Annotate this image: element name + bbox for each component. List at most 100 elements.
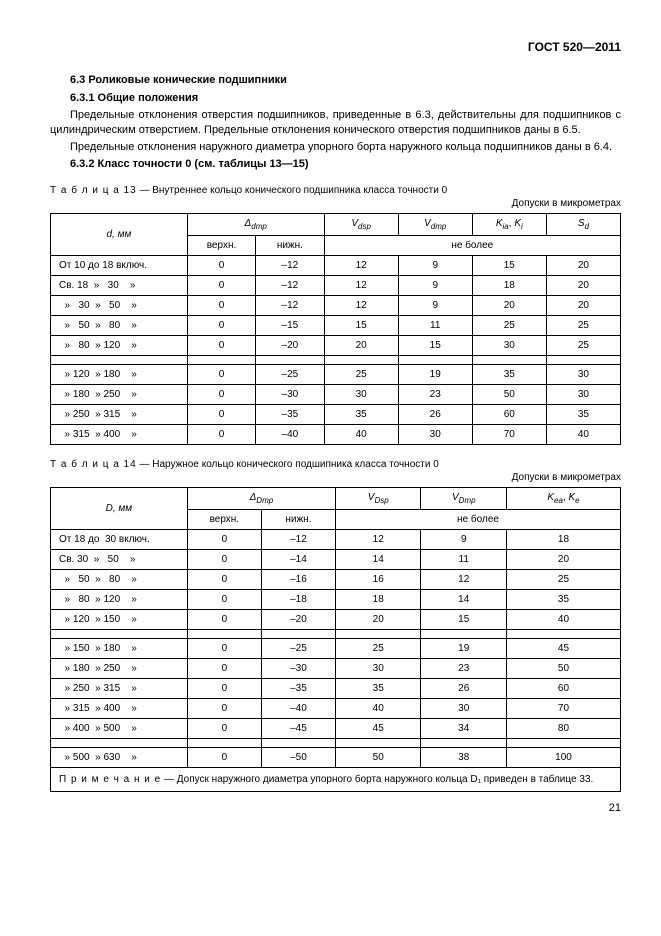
table-row: От 18 до 30 включ.0–1212918 [51,530,621,550]
cell-vdsp: 16 [335,570,421,590]
cell-label: » 50 » 80 » [51,316,188,336]
table-row: » 80 » 120 »0–18181435 [51,590,621,610]
cell-vdsp: 40 [335,699,421,719]
col-vdmp: VDmp [421,488,507,510]
col-vdsp: VDsp [335,488,421,510]
table-row: » 150 » 180 »0–25251945 [51,639,621,659]
cell-vdmp: 23 [421,659,507,679]
cell-lower: –35 [256,405,324,425]
table-row: » 250 » 315 »0–3535266035 [51,405,621,425]
cell-vdsp: 35 [335,679,421,699]
table-14-caption: Т а б л и ц а 14 — Наружное кольцо конич… [50,459,621,470]
table-header-row: d, мм Δdmp Vdsp Vdmp Kia, Ki Sd [51,214,621,236]
table-row: » 180 » 250 »0–3030235030 [51,385,621,405]
cell-upper: 0 [187,610,261,630]
cell-vdmp: 9 [398,256,472,276]
cell-upper: 0 [187,748,261,768]
cell-vdmp: 26 [398,405,472,425]
sub-lower: нижн. [261,510,335,530]
cell-vdmp: 26 [421,679,507,699]
paragraph-1: Предельные отклонения отверстия подшипни… [50,108,621,138]
cell-kia: 18 [472,276,546,296]
page-number: 21 [50,802,621,814]
cell-label: » 80 » 120 » [51,590,188,610]
cell-vdmp: 23 [398,385,472,405]
cell-sd: 25 [546,336,620,356]
cell-vdsp: 45 [335,719,421,739]
table-row: Св. 30 » 50 »0–14141120 [51,550,621,570]
cell-label: » 500 » 630 » [51,748,188,768]
heading-6-3: 6.3 Роликовые конические подшипники [70,74,621,86]
cell-upper: 0 [187,590,261,610]
table-14-units: Допуски в микрометрах [50,472,621,483]
cell-vdmp: 9 [421,530,507,550]
cell-upper: 0 [187,659,261,679]
table-row: » 315 » 400 »0–4040307040 [51,425,621,445]
cell-kea: 70 [506,699,620,719]
cell-kia: 25 [472,316,546,336]
cell-label: » 180 » 250 » [51,659,188,679]
table-row: » 120 » 150 »0–20201540 [51,610,621,630]
table-row: » 120 » 180 »0–2525193530 [51,365,621,385]
cell-vdsp: 35 [324,405,398,425]
cell-vdsp: 25 [324,365,398,385]
col-kia: Kia, Ki [472,214,546,236]
sub-upper: верхн. [187,236,255,256]
cell-label: От 18 до 30 включ. [51,530,188,550]
cell-upper: 0 [187,385,255,405]
cell-vdmp: 15 [421,610,507,630]
sub-max: не более [324,236,620,256]
cell-lower: –15 [256,316,324,336]
cell-kea: 45 [506,639,620,659]
table-row: От 10 до 18 включ.0–121291520 [51,256,621,276]
cell-lower: –45 [261,719,335,739]
cell-vdmp: 9 [398,296,472,316]
cell-vdsp: 30 [324,385,398,405]
cell-kea: 40 [506,610,620,630]
table-row: » 30 » 50 »0–121292020 [51,296,621,316]
cell-label: » 120 » 180 » [51,365,188,385]
cell-kia: 70 [472,425,546,445]
cell-upper: 0 [187,425,255,445]
cell-sd: 20 [546,276,620,296]
cell-upper: 0 [187,296,255,316]
cell-vdmp: 11 [421,550,507,570]
cell-label: » 80 » 120 » [51,336,188,356]
cell-sd: 40 [546,425,620,445]
cell-label: » 315 » 400 » [51,425,188,445]
cell-lower: –20 [256,336,324,356]
cell-vdmp: 19 [398,365,472,385]
cell-upper: 0 [187,336,255,356]
cell-label: » 250 » 315 » [51,405,188,425]
table-13-caption: Т а б л и ц а 13 — Внутреннее кольцо кон… [50,185,621,196]
cell-kea: 60 [506,679,620,699]
cell-vdsp: 15 [324,316,398,336]
cell-vdsp: 40 [324,425,398,445]
cell-lower: –12 [261,530,335,550]
cell-upper: 0 [187,405,255,425]
cell-vdsp: 14 [335,550,421,570]
cell-upper: 0 [187,316,255,336]
col-delta: ΔDmp [187,488,335,510]
col-D: D, мм [51,488,188,530]
table-row: » 500 » 630 »0–505038100 [51,748,621,768]
cell-upper: 0 [187,530,261,550]
cell-label: » 50 » 80 » [51,570,188,590]
cell-vdsp: 25 [335,639,421,659]
table-row: » 50 » 80 »0–16161225 [51,570,621,590]
cell-upper: 0 [187,639,261,659]
cell-kea: 80 [506,719,620,739]
sub-upper: верхн. [187,510,261,530]
table-14: D, мм ΔDmp VDsp VDmp Kea, Ke верхн. нижн… [50,487,621,792]
cell-kia: 60 [472,405,546,425]
table-row: Св. 18 » 30 »0–121291820 [51,276,621,296]
cell-vdmp: 12 [421,570,507,590]
cell-upper: 0 [187,256,255,276]
cell-lower: –25 [261,639,335,659]
cell-kia: 15 [472,256,546,276]
cell-kia: 20 [472,296,546,316]
cell-lower: –40 [256,425,324,445]
cell-label: Св. 18 » 30 » [51,276,188,296]
cell-sd: 35 [546,405,620,425]
cell-sd: 25 [546,316,620,336]
